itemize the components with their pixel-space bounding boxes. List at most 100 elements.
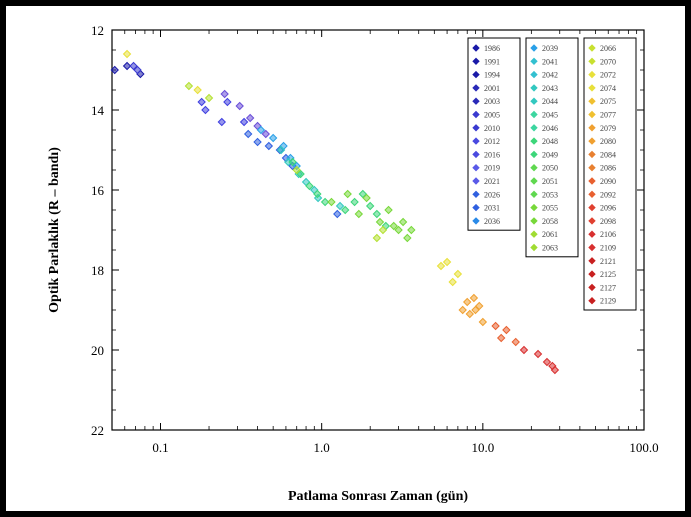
data-point [453, 269, 463, 279]
legend-label: 2061 [542, 230, 558, 239]
legend-label: 2080 [600, 137, 616, 146]
data-point [448, 277, 457, 287]
legend-label: 2021 [484, 177, 500, 186]
legend-label: 2063 [542, 244, 558, 253]
legend-label: 2129 [600, 297, 616, 306]
legend-marker [472, 70, 480, 79]
legend-marker [588, 70, 596, 79]
legend-marker [588, 124, 596, 132]
legend-marker [588, 190, 596, 199]
legend-marker [530, 243, 538, 252]
legend-label: 2055 [542, 204, 558, 213]
data-point [268, 133, 278, 143]
data-points [110, 49, 560, 375]
data-point [220, 89, 229, 99]
data-point [378, 225, 388, 235]
data-point [469, 293, 479, 303]
data-point [478, 317, 488, 327]
legend: 1986 1991 1994 2001 2003 2005 2010 2012 2016 2019… [467, 37, 637, 311]
data-point [533, 349, 543, 359]
legend-marker [588, 163, 596, 172]
legend-marker [472, 97, 480, 105]
legend-label: 2005 [484, 111, 500, 120]
legend-label: 2072 [600, 71, 616, 80]
legend-marker [472, 57, 480, 66]
legend-label: 2092 [600, 190, 616, 199]
data-point [341, 205, 350, 215]
y-tick-label: 16 [91, 183, 105, 198]
legend-label: 1986 [484, 44, 500, 53]
data-point [372, 209, 382, 219]
legend-label: 2090 [600, 177, 616, 186]
data-point [223, 97, 232, 107]
data-point [372, 233, 382, 243]
legend-label: 2049 [542, 150, 558, 159]
legend-marker [588, 257, 596, 265]
legend-marker [588, 150, 596, 159]
data-point [239, 117, 249, 127]
legend-marker [588, 283, 596, 292]
legend-marker [472, 190, 480, 199]
legend-label: 2001 [484, 84, 500, 93]
legend-marker [530, 203, 538, 212]
legend-label: 2051 [542, 177, 558, 186]
legend-label: 2043 [542, 84, 558, 93]
data-point [398, 217, 408, 227]
legend-marker [472, 110, 480, 119]
legend-label: 2050 [542, 164, 558, 173]
data-point [253, 137, 262, 147]
legend-marker [588, 57, 596, 66]
legend-marker [588, 203, 596, 212]
legend-marker [530, 177, 538, 185]
legend-marker [530, 70, 538, 79]
data-point [292, 165, 301, 175]
legend-label: 2109 [600, 244, 616, 253]
legend-label: 2084 [600, 150, 616, 159]
legend-label: 2079 [600, 124, 616, 133]
legend-marker [530, 57, 538, 66]
data-point [365, 201, 375, 211]
data-point [354, 209, 364, 219]
legend-label: 2044 [542, 97, 558, 106]
data-point [442, 257, 452, 267]
legend-label: 2031 [484, 204, 500, 213]
legend-box [583, 37, 637, 311]
legend-label: 2048 [542, 137, 558, 146]
x-axis-label: Patlama Sonrası Zaman (gün) [288, 489, 468, 504]
data-point [110, 65, 119, 75]
y-axis-label: Optik Parlaklık (R – bandı) [47, 147, 62, 313]
data-point [491, 321, 500, 331]
y-tick-label: 22 [91, 423, 104, 438]
data-point [496, 333, 506, 343]
data-point [122, 49, 132, 59]
data-point [261, 129, 270, 139]
y-tick-label: 18 [91, 263, 104, 278]
data-point [235, 101, 244, 111]
legend-marker [530, 217, 538, 225]
x-tick-label: 0.1 [152, 440, 168, 455]
legend-marker [530, 190, 538, 199]
legend-marker [588, 243, 596, 252]
data-point [335, 201, 345, 211]
legend-label: 2042 [542, 71, 558, 80]
data-point [133, 65, 142, 75]
legend-label: 2074 [600, 84, 616, 93]
data-point [184, 81, 194, 91]
data-point [288, 157, 297, 167]
data-point [305, 181, 314, 191]
axis-ticks: 0.1 1.0 10.0 100.0 12 14 16 18 20 22 [91, 23, 659, 455]
data-point [327, 197, 336, 207]
y-tick-label: 12 [91, 23, 104, 38]
legend-marker [588, 137, 596, 145]
legend-label: 2003 [484, 97, 500, 106]
legend-marker [530, 137, 538, 145]
data-point [276, 145, 286, 155]
data-point [256, 125, 266, 135]
legend-label: 2066 [600, 44, 616, 53]
data-point [362, 193, 371, 203]
legend-label: 2053 [542, 190, 558, 199]
data-point [389, 221, 398, 231]
legend-marker [472, 203, 480, 212]
legend-marker [472, 150, 480, 159]
